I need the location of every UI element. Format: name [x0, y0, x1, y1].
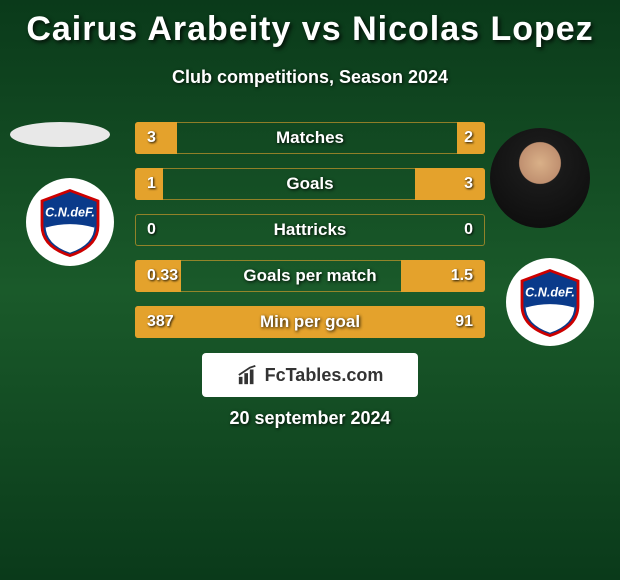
stat-label: Goals per match	[243, 266, 376, 286]
stat-row: 0 Hattricks 0	[135, 214, 485, 246]
stat-value-right: 0	[464, 221, 473, 239]
stat-bar-left	[135, 122, 177, 154]
player-right-avatar	[490, 128, 590, 228]
stat-bar-right	[415, 168, 485, 200]
stat-value-right: 1.5	[451, 267, 473, 285]
page-subtitle: Club competitions, Season 2024	[0, 67, 620, 88]
watermark-text: FcTables.com	[265, 365, 384, 386]
page-title: Cairus Arabeity vs Nicolas Lopez	[0, 0, 620, 49]
stat-value-right: 3	[464, 175, 473, 193]
chart-icon	[237, 364, 259, 386]
stat-label: Goals	[286, 174, 333, 194]
player-left-club-badge: C.N.deF.	[26, 178, 114, 266]
stats-rows: 3 Matches 2 1 Goals 3 0 Hattricks 0 0.33…	[135, 122, 485, 352]
stat-value-left: 0	[147, 221, 156, 239]
stat-label: Min per goal	[260, 312, 360, 332]
stat-value-left: 3	[147, 129, 156, 147]
stat-value-right: 91	[455, 313, 473, 331]
stat-value-right: 2	[464, 129, 473, 147]
stat-value-left: 1	[147, 175, 156, 193]
stat-row: 387 Min per goal 91	[135, 306, 485, 338]
player-left-avatar	[10, 122, 110, 147]
svg-text:C.N.deF.: C.N.deF.	[525, 285, 575, 299]
stat-row: 0.33 Goals per match 1.5	[135, 260, 485, 292]
svg-text:C.N.deF.: C.N.deF.	[45, 205, 95, 219]
stat-row: 3 Matches 2	[135, 122, 485, 154]
stat-value-left: 387	[147, 313, 174, 331]
club-badge-icon: C.N.deF.	[515, 267, 585, 337]
watermark-badge: FcTables.com	[202, 353, 418, 397]
stat-value-left: 0.33	[147, 267, 178, 285]
date-text: 20 september 2024	[229, 408, 390, 429]
stat-label: Hattricks	[274, 220, 347, 240]
stat-label: Matches	[276, 128, 344, 148]
club-badge-icon: C.N.deF.	[35, 187, 105, 257]
player-right-club-badge: C.N.deF.	[506, 258, 594, 346]
stat-row: 1 Goals 3	[135, 168, 485, 200]
